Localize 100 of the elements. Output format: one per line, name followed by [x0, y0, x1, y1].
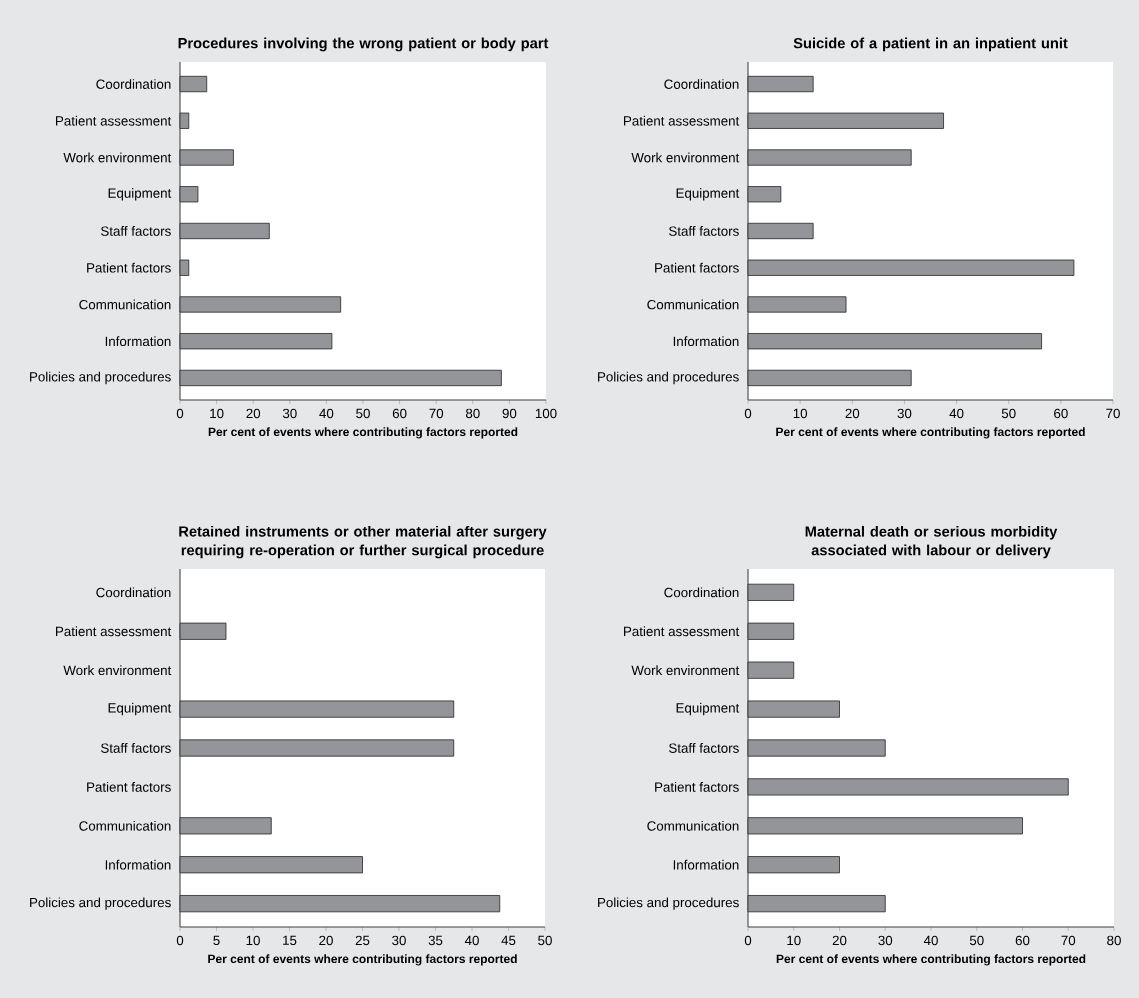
x-tick-label: 20: [319, 935, 333, 946]
x-tick-label: 50: [1001, 408, 1016, 419]
y-tick-label: Patient assessment: [624, 626, 740, 637]
x-tick-label: 30: [392, 935, 406, 946]
y-tick-label: Staff factors: [669, 743, 739, 753]
x-tick-label: 100: [535, 408, 557, 419]
y-tick-label: Work environment: [631, 665, 740, 676]
y-tick-label: Coordination: [96, 79, 171, 89]
bar: [179, 333, 333, 350]
x-tick-label: 50: [538, 935, 552, 946]
x-tick-label: 60: [1054, 408, 1068, 419]
bar: [747, 369, 912, 387]
x-tick-label: 70: [1061, 935, 1076, 946]
y-tick-label: Patient assessment: [624, 115, 740, 126]
y-tick-label: Patient factors: [655, 262, 739, 273]
bar: [179, 856, 363, 874]
y-tick-label: Equipment: [676, 188, 740, 201]
bar: [179, 112, 190, 129]
y-tick-label: Patient assessment: [56, 115, 172, 126]
x-tick-label: 80: [465, 408, 480, 419]
x-tick-label: 20: [246, 408, 261, 419]
x-tick-label: 30: [897, 408, 912, 419]
bar: [179, 817, 272, 835]
x-tick-label: 15: [283, 935, 297, 945]
x-tick-label: 45: [501, 935, 516, 945]
x-tick-label: 30: [282, 408, 297, 419]
bar: [179, 149, 234, 166]
x-tick-label: 90: [502, 408, 517, 419]
y-tick-label: Communication: [79, 820, 171, 831]
x-tick-label: 60: [1015, 935, 1030, 946]
bar: [179, 296, 342, 313]
y-tick-label: Information: [105, 859, 171, 870]
x-tick-label: 20: [832, 935, 847, 946]
bar: [747, 739, 886, 757]
x-tick-label: 0: [744, 935, 752, 946]
chart-title: Suicide of a patient in an inpatient unit: [793, 37, 1068, 52]
x-tick-label: 40: [319, 408, 334, 419]
chart-title: Procedures involving the wrong patient or body part: [178, 37, 549, 52]
y-tick-label: Patient factors: [655, 782, 739, 792]
bar: [179, 700, 455, 718]
bar: [747, 895, 886, 913]
x-axis-title: Per cent of events where contributing factors reported: [776, 954, 1086, 966]
x-tick-label: 50: [356, 408, 370, 419]
y-tick-label: Policies and procedures: [598, 897, 739, 910]
x-tick-label: 0: [176, 408, 184, 419]
bar: [747, 296, 847, 313]
x-tick-label: 40: [949, 408, 964, 419]
bar: [747, 222, 814, 240]
bar: [179, 222, 270, 240]
bar: [179, 259, 190, 276]
bar: [747, 259, 1075, 276]
y-tick-label: Patient factors: [87, 782, 171, 792]
y-tick-label: Work environment: [631, 152, 740, 163]
y-tick-label: Equipment: [108, 702, 172, 716]
bar: [747, 75, 814, 93]
bar: [179, 895, 501, 913]
bar: [747, 583, 795, 601]
y-tick-label: Information: [673, 336, 739, 347]
x-tick-label: 35: [428, 935, 443, 946]
y-tick-label: Equipment: [108, 188, 172, 201]
y-tick-label: Coordination: [96, 587, 171, 598]
bar: [179, 622, 227, 640]
bar: [747, 700, 840, 718]
y-tick-label: Coordination: [664, 79, 739, 89]
x-tick-label: 20: [845, 408, 860, 419]
y-tick-label: Patient assessment: [56, 626, 172, 637]
x-axis-title: Per cent of events where contributing factors reported: [208, 954, 517, 966]
x-tick-label: 80: [1107, 935, 1121, 946]
x-tick-label: 0: [176, 935, 184, 946]
x-tick-label: 10: [246, 935, 260, 946]
y-tick-label: Work environment: [63, 152, 172, 163]
y-tick-label: Communication: [647, 299, 739, 310]
y-tick-label: Staff factors: [101, 743, 171, 753]
x-tick-label: 25: [355, 935, 370, 946]
bar: [747, 112, 944, 129]
bar: [747, 661, 795, 679]
bar: [747, 186, 782, 203]
bar: [747, 856, 840, 874]
chart-title: Maternal death or serious morbidity associated with labour or delivery: [805, 525, 1058, 559]
y-tick-label: Information: [105, 336, 171, 347]
y-tick-label: Communication: [647, 820, 739, 831]
x-axis-title: Per cent of events where contributing factors reported: [208, 427, 518, 439]
x-tick-label: 10: [210, 408, 224, 419]
bar: [747, 778, 1069, 796]
y-tick-label: Communication: [79, 299, 171, 310]
y-tick-label: Equipment: [676, 702, 740, 716]
y-tick-label: Information: [673, 859, 739, 870]
y-tick-label: Work environment: [63, 665, 172, 676]
x-tick-label: 60: [392, 408, 407, 419]
x-tick-label: 10: [793, 408, 808, 419]
y-tick-label: Policies and procedures: [30, 371, 171, 385]
y-tick-label: Coordination: [664, 587, 739, 598]
x-tick-label: 0: [744, 408, 752, 419]
x-tick-label: 40: [923, 935, 938, 946]
x-tick-label: 50: [969, 935, 984, 946]
bar: [747, 149, 912, 166]
bar: [747, 817, 1023, 835]
bar: [747, 622, 795, 640]
x-axis-title: Per cent of events where contributing factors reported: [776, 427, 1085, 439]
y-tick-label: Staff factors: [669, 226, 739, 236]
